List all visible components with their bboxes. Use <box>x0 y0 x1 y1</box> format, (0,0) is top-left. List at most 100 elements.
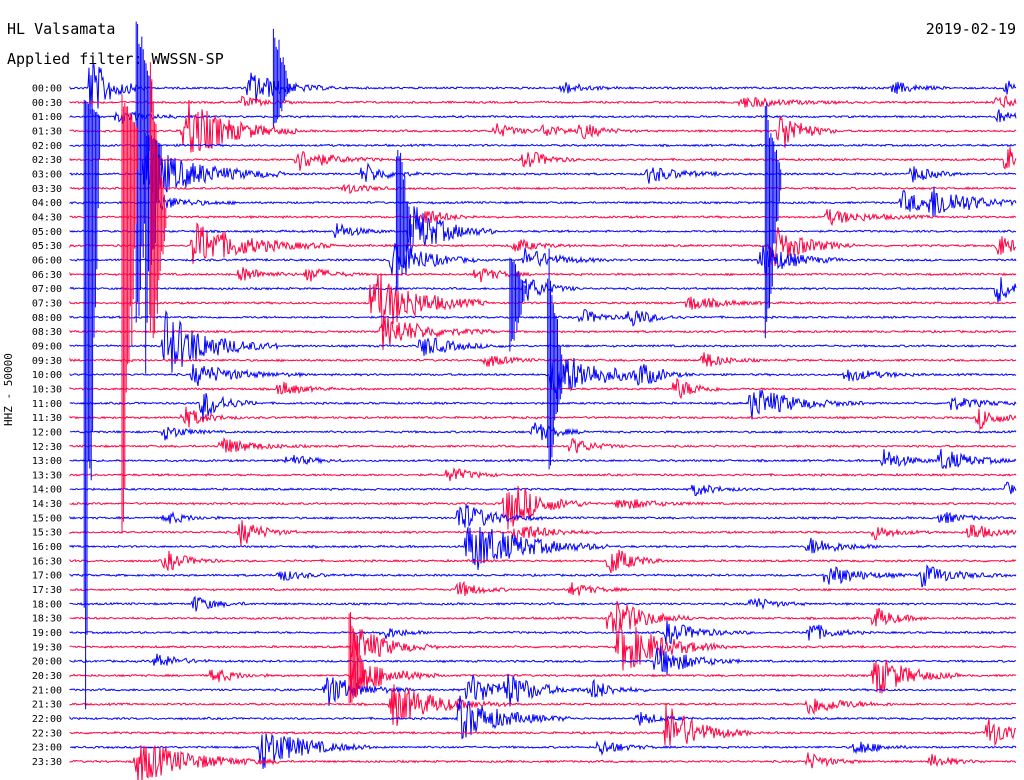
hour-tick-label: 04:00 <box>32 198 62 209</box>
hour-tick-label: 10:00 <box>32 370 62 381</box>
trace-row <box>69 153 1017 197</box>
event-spike <box>547 248 564 470</box>
trace-row <box>69 206 1017 259</box>
hour-tick-label: 01:30 <box>32 126 62 137</box>
event-spike <box>509 257 526 352</box>
trace-row <box>69 316 1017 350</box>
trace-row <box>69 527 1017 570</box>
trace-row <box>69 703 1017 747</box>
hour-tick-label: 04:30 <box>32 212 62 223</box>
hour-tick-label: 09:00 <box>32 341 62 352</box>
trace-row <box>69 352 1017 367</box>
trace-row <box>69 659 1017 695</box>
trace-row <box>69 309 1017 373</box>
hour-tick-label: 17:00 <box>32 571 62 582</box>
trace-row <box>69 580 1017 597</box>
trace-row <box>69 564 1017 588</box>
hour-tick-label: 17:30 <box>32 585 62 596</box>
trace-row <box>69 186 1017 217</box>
event-spike <box>348 612 365 704</box>
hour-tick-label: 02:00 <box>32 141 62 152</box>
trace-row <box>69 94 1017 109</box>
hour-tick-label: 15:00 <box>32 513 62 524</box>
hour-tick-label: 18:30 <box>32 614 62 625</box>
hour-tick-label: 22:30 <box>32 728 62 739</box>
event-spike <box>149 62 167 338</box>
hour-tick-label: 05:30 <box>32 241 62 252</box>
trace-row <box>69 436 1017 454</box>
trace-row <box>69 645 1017 675</box>
hour-tick-label: 07:30 <box>32 298 62 309</box>
hour-tick-label: 10:30 <box>32 384 62 395</box>
trace-row <box>69 209 1017 227</box>
trace-row <box>69 595 1017 612</box>
trace-row <box>69 601 1017 633</box>
trace-row <box>69 221 1017 267</box>
hour-tick-label: 20:30 <box>32 671 62 682</box>
hour-tick-label: 00:00 <box>32 84 62 95</box>
hour-tick-label: 06:00 <box>32 255 62 266</box>
hour-tick-label: 15:30 <box>32 528 62 539</box>
hour-tick-label: 03:30 <box>32 184 62 195</box>
hour-tick-label: 12:00 <box>32 427 62 438</box>
trace-row <box>69 147 1017 171</box>
trace-row <box>69 520 1017 546</box>
trace-row <box>69 422 1017 441</box>
trace-row <box>69 143 1017 148</box>
trace-row <box>69 485 1017 530</box>
hour-tick-label: 08:00 <box>32 313 62 324</box>
trace-row <box>69 448 1017 470</box>
trace-row <box>69 617 1017 671</box>
hour-tick-label: 23:30 <box>32 757 62 768</box>
event-spike <box>83 99 101 710</box>
hour-tick-label: 19:30 <box>32 642 62 653</box>
hour-tick-label: 14:00 <box>32 485 62 496</box>
hour-tick-label: 18:00 <box>32 599 62 610</box>
trace-row <box>69 63 1017 115</box>
trace-row <box>69 183 1017 194</box>
hour-tick-label: 01:00 <box>32 112 62 123</box>
hour-tick-label: 20:00 <box>32 657 62 668</box>
trace-row <box>69 549 1017 574</box>
hour-tick-label: 06:30 <box>32 270 62 281</box>
trace-row <box>69 695 1017 740</box>
hour-tick-label: 02:30 <box>32 155 62 166</box>
hour-tick-label: 14:30 <box>32 499 62 510</box>
hour-tick-label: 00:30 <box>32 98 62 109</box>
event-spike <box>272 28 290 127</box>
trace-row <box>69 481 1017 497</box>
trace-row <box>69 109 1017 125</box>
trace-row <box>69 309 1017 327</box>
trace-row <box>69 620 1017 645</box>
trace-row <box>69 267 1017 283</box>
trace-row <box>69 99 1016 153</box>
hour-tick-label: 22:00 <box>32 714 62 725</box>
hour-tick-label: 11:00 <box>32 399 62 410</box>
filter-label: Applied filter: WWSSN-SP <box>7 50 224 68</box>
trace-row <box>69 505 1017 528</box>
trace-row <box>69 673 1017 707</box>
trace-row <box>69 243 1017 277</box>
hour-tick-label: 11:30 <box>32 413 62 424</box>
hour-tick-label: 05:00 <box>32 227 62 238</box>
trace-row <box>69 466 1017 482</box>
trace-row <box>69 273 1017 332</box>
event-spike <box>121 94 138 534</box>
trace-row <box>69 406 1017 431</box>
hour-tick-label: 12:30 <box>32 442 62 453</box>
hour-tick-label: 07:00 <box>32 284 62 295</box>
trace-row <box>69 684 1017 726</box>
hour-tick-label: 21:00 <box>32 685 62 696</box>
trace-row <box>69 357 1017 399</box>
trace-row <box>69 389 1017 421</box>
event-spike <box>395 149 413 291</box>
hour-tick-label: 19:00 <box>32 628 62 639</box>
trace-row <box>69 745 1017 780</box>
hour-tick-label: 09:30 <box>32 356 62 367</box>
hour-tick-label: 23:00 <box>32 743 62 754</box>
hour-tick-label: 13:00 <box>32 456 62 467</box>
hour-tick-label: 16:00 <box>32 542 62 553</box>
hour-tick-label: 21:30 <box>32 700 62 711</box>
hour-tick-label: 13:30 <box>32 470 62 481</box>
